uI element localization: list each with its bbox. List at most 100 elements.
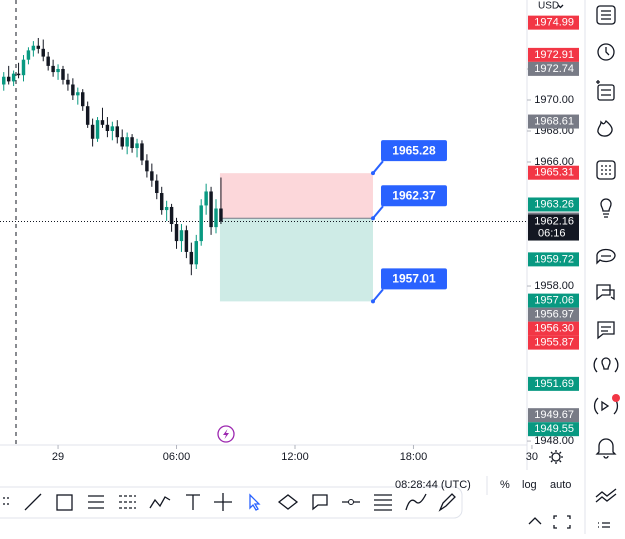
more-icon[interactable] <box>598 522 610 528</box>
pattern-tool[interactable] <box>149 496 171 509</box>
callout-tool[interactable] <box>312 494 328 511</box>
x-tick-label: 30 <box>526 451 538 463</box>
candle-body <box>11 73 16 82</box>
sidebar <box>593 5 620 528</box>
chats-icon[interactable] <box>596 248 616 265</box>
events-icon[interactable] <box>217 425 235 443</box>
signals-icon[interactable] <box>593 357 619 373</box>
trading-icon[interactable] <box>595 488 617 503</box>
candle-body <box>100 120 105 125</box>
currency-button[interactable]: USD <box>538 1 564 12</box>
notes-icon[interactable] <box>597 321 615 340</box>
candle-body <box>76 92 80 96</box>
measure-tool[interactable] <box>214 493 232 511</box>
stop-zone <box>219 173 373 219</box>
countdown-label: 06:16 <box>538 227 566 239</box>
callout-box <box>380 185 447 207</box>
candle-body <box>130 137 134 149</box>
candle-body <box>189 251 194 265</box>
candle-body <box>184 230 189 252</box>
candle-body <box>81 92 85 107</box>
price-tag-label: 1951.69 <box>534 378 574 390</box>
layers-tool[interactable] <box>374 494 392 511</box>
pitchfork-tool[interactable] <box>119 495 136 509</box>
price-tag-label: 1972.74 <box>534 63 574 75</box>
candle-body <box>194 241 198 265</box>
candle-body <box>46 56 50 66</box>
currency: USD <box>538 1 559 12</box>
calendar-icon[interactable] <box>596 160 616 180</box>
candle-body <box>51 65 55 73</box>
callout-pointer <box>372 160 384 174</box>
price-tag <box>528 197 579 212</box>
candle-body <box>179 230 184 242</box>
candle-body <box>209 191 213 228</box>
price-tag-label: 1956.97 <box>534 309 574 321</box>
price-tag <box>528 293 579 308</box>
settings-icon[interactable] <box>549 450 563 464</box>
auto-button[interactable]: auto <box>550 479 571 491</box>
brush-tool[interactable] <box>405 493 427 511</box>
data-window-icon[interactable] <box>597 84 615 101</box>
price-tag-label: 1949.67 <box>534 409 574 421</box>
fib-tool[interactable] <box>88 495 104 509</box>
candle-body <box>95 120 100 139</box>
candle-body <box>31 45 36 51</box>
price-tag-label: 1959.72 <box>534 253 574 265</box>
hotlists-icon[interactable] <box>597 119 613 137</box>
percent-button[interactable]: % <box>500 479 510 491</box>
streams-icon[interactable] <box>596 284 615 301</box>
x-tick-label: 06:00 <box>163 451 191 463</box>
price-tag <box>528 61 579 76</box>
y-tick-label: 1948.00 <box>534 435 574 447</box>
target-zone <box>219 218 373 302</box>
log-button[interactable]: log <box>522 479 537 491</box>
candle-body <box>66 79 70 85</box>
candle-body <box>26 50 31 60</box>
price-tag <box>528 408 579 423</box>
gear-teeth <box>549 450 563 464</box>
candle-body <box>61 68 65 80</box>
y-tick-label: 1958.00 <box>534 280 574 292</box>
grip[interactable] <box>3 497 9 505</box>
candle-body <box>105 124 110 132</box>
shape-tool[interactable] <box>277 494 299 510</box>
text-tool[interactable] <box>186 494 200 510</box>
alerts-icon[interactable] <box>597 43 615 61</box>
ideas-icon[interactable] <box>600 198 612 218</box>
watchlist-icon[interactable] <box>596 5 616 25</box>
price-tag <box>528 47 579 62</box>
clock: 08:28:44 (UTC) <box>395 479 471 491</box>
price-tag-label: 1972.91 <box>534 49 574 61</box>
candle-body <box>155 180 159 194</box>
candle-body <box>2 76 6 85</box>
current-price-tag <box>528 214 579 241</box>
candle-body <box>21 59 26 76</box>
candle-body <box>140 143 144 161</box>
callout-pointer <box>372 205 384 219</box>
candle-body <box>199 205 203 242</box>
chevron <box>557 4 564 9</box>
callout-box <box>380 140 447 162</box>
fullscreen-button[interactable] <box>553 515 571 529</box>
gear <box>551 452 561 462</box>
candle-body <box>71 84 75 96</box>
candle-body <box>169 206 174 225</box>
candle-body <box>6 76 11 82</box>
price-tag <box>528 252 579 267</box>
broadcast-badge <box>612 394 620 402</box>
candle-body <box>214 208 218 228</box>
calendar-dots <box>601 165 611 175</box>
collapse-button[interactable] <box>528 517 542 525</box>
candle-body <box>41 48 45 57</box>
notifications-icon[interactable] <box>595 438 617 459</box>
price-tag-label: 1968.61 <box>534 115 574 127</box>
pen-tool[interactable] <box>438 493 456 512</box>
price-tag <box>528 335 579 350</box>
trend-line-tool[interactable] <box>24 493 42 511</box>
price-tag-label: 1949.55 <box>534 423 574 435</box>
position-label: 1957.01 <box>392 272 436 286</box>
rectangle-tool[interactable] <box>56 494 73 511</box>
cursor-tool[interactable] <box>249 493 261 511</box>
candle-body <box>85 106 90 125</box>
